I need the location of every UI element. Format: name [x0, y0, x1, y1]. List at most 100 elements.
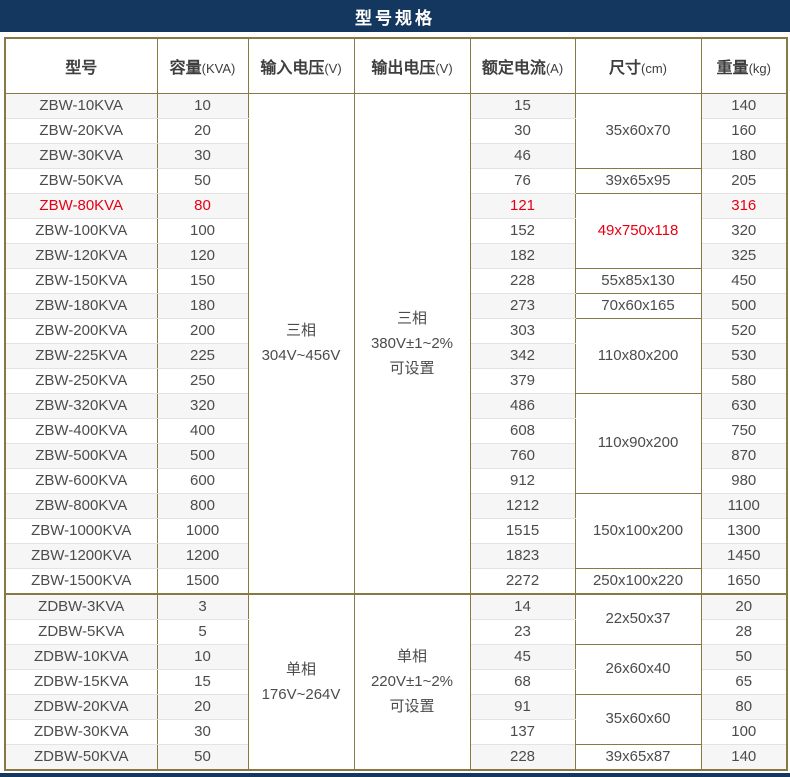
spec-row: ZBW-1200KVA 1200 1823 1450	[4, 542, 788, 569]
current-cell: 912	[469, 467, 576, 494]
spec-row: ZBW-80KVA 80 121 49x750x118 316	[4, 192, 788, 269]
column-header-label: 尺寸	[608, 59, 641, 77]
spec-row: ZDBW-5KVA 5 23 28	[4, 618, 788, 645]
model-cell: ZDBW-5KVA	[4, 618, 158, 645]
size-cell: 70x60x165	[574, 292, 702, 319]
model-cell: ZDBW-50KVA	[4, 743, 158, 770]
current-cell: 68	[469, 668, 576, 695]
current-cell: 1823	[469, 542, 576, 569]
weight-cell: 750	[700, 417, 788, 444]
current-cell: 152	[469, 217, 576, 244]
capacity-cell: 1500	[156, 567, 249, 594]
capacity-cell: 50	[156, 743, 249, 770]
current-cell: 30	[469, 117, 576, 144]
spec-row: ZBW-150KVA 150 228 55x85x130 450	[4, 267, 788, 294]
spec-row: ZDBW-3KVA 3 单相 176V~264V 单相 220V±1~2% 可设置 14 22x…	[4, 592, 788, 770]
capacity-cell: 3	[156, 592, 249, 620]
column-header: 容量(KVA)	[156, 38, 249, 94]
column-header-unit: (cm)	[641, 60, 667, 76]
weight-cell: 160	[700, 117, 788, 144]
weight-cell: 320	[700, 217, 788, 244]
current-cell: 182	[469, 242, 576, 269]
model-cell: ZDBW-20KVA	[4, 693, 158, 720]
model-cell: ZBW-800KVA	[4, 492, 158, 519]
input-voltage-line: 三相	[285, 322, 316, 339]
model-cell: ZDBW-3KVA	[4, 592, 158, 620]
weight-cell: 500	[700, 292, 788, 319]
current-cell: 14	[469, 592, 576, 620]
current-cell: 45	[469, 643, 576, 670]
column-header-label: 输入电压	[260, 59, 325, 77]
spec-table: 型号 容量(KVA) 输入电压(V) 输出电压(V) 额定电流(A) 尺寸(cm) 重量(k…	[4, 37, 788, 771]
capacity-cell: 20	[156, 117, 249, 144]
current-cell: 46	[469, 142, 576, 169]
current-cell: 91	[469, 693, 576, 720]
column-header: 输入电压(V)	[247, 38, 355, 94]
spec-row: ZDBW-20KVA 20 91 35x60x60 80	[4, 693, 788, 745]
capacity-cell: 5	[156, 618, 249, 645]
weight-cell: 325	[700, 242, 788, 269]
column-header-label: 型号	[65, 59, 98, 77]
model-cell: ZBW-30KVA	[4, 142, 158, 169]
spec-row: ZBW-250KVA 250 379 580	[4, 367, 788, 394]
spec-row: ZBW-120KVA 120 182 325	[4, 242, 788, 269]
spec-row: ZBW-20KVA 20 30 160	[4, 117, 788, 144]
size-cell: 150x100x200	[574, 492, 702, 569]
size-cell: 250x100x220	[574, 567, 702, 594]
weight-cell: 1450	[700, 542, 788, 569]
weight-cell: 1650	[700, 567, 788, 594]
column-header-label: 额定电流	[481, 59, 546, 77]
model-cell: ZBW-225KVA	[4, 342, 158, 369]
current-cell: 1515	[469, 517, 576, 544]
weight-cell: 205	[700, 167, 788, 194]
weight-cell: 20	[700, 592, 788, 620]
weight-cell: 65	[700, 668, 788, 695]
model-cell: ZDBW-30KVA	[4, 718, 158, 745]
weight-cell: 140	[700, 743, 788, 770]
model-cell: ZBW-600KVA	[4, 467, 158, 494]
section-title-bar: 型号规格	[0, 0, 790, 32]
spec-table-header-row: 型号 容量(KVA) 输入电压(V) 输出电压(V) 额定电流(A) 尺寸(cm) 重量(k…	[4, 38, 788, 94]
input-voltage-cell: 单相 176V~264V	[247, 592, 355, 770]
current-cell: 2272	[469, 567, 576, 594]
capacity-cell: 500	[156, 442, 249, 469]
weight-cell: 630	[700, 392, 788, 419]
current-cell: 608	[469, 417, 576, 444]
capacity-cell: 10	[156, 92, 249, 119]
capacity-cell: 250	[156, 367, 249, 394]
capacity-cell: 80	[156, 192, 249, 219]
output-voltage-line: 380V±1~2%	[370, 334, 454, 352]
weight-cell: 80	[700, 693, 788, 720]
spec-row: ZBW-100KVA 100 152 320	[4, 217, 788, 244]
column-header-unit: (V)	[324, 60, 342, 76]
model-cell: ZBW-200KVA	[4, 317, 158, 344]
model-cell: ZBW-1200KVA	[4, 542, 158, 569]
column-header: 型号	[4, 38, 158, 94]
capacity-cell: 20	[156, 693, 249, 720]
capacity-cell: 15	[156, 668, 249, 695]
current-cell: 486	[469, 392, 576, 419]
weight-cell: 180	[700, 142, 788, 169]
column-header-unit: (KVA)	[201, 60, 236, 76]
spec-row: ZBW-400KVA 400 608 750	[4, 417, 788, 444]
current-cell: 379	[469, 367, 576, 394]
current-cell: 23	[469, 618, 576, 645]
model-cell: ZBW-120KVA	[4, 242, 158, 269]
spec-row: ZBW-320KVA 320 486 110x90x200 630	[4, 392, 788, 494]
spec-row: ZBW-600KVA 600 912 980	[4, 467, 788, 494]
weight-cell: 580	[700, 367, 788, 394]
weight-cell: 316	[700, 192, 788, 219]
current-cell: 15	[469, 92, 576, 119]
column-header-unit: (A)	[545, 60, 564, 76]
current-cell: 342	[469, 342, 576, 369]
weight-cell: 1100	[700, 492, 788, 519]
capacity-cell: 800	[156, 492, 249, 519]
size-cell: 49x750x118	[574, 192, 702, 269]
capacity-cell: 400	[156, 417, 249, 444]
model-cell: ZBW-80KVA	[4, 192, 158, 219]
model-cell: ZBW-150KVA	[4, 267, 158, 294]
capacity-cell: 100	[156, 217, 249, 244]
current-cell: 228	[469, 743, 576, 770]
model-cell: ZDBW-15KVA	[4, 668, 158, 695]
size-cell: 55x85x130	[574, 267, 702, 294]
